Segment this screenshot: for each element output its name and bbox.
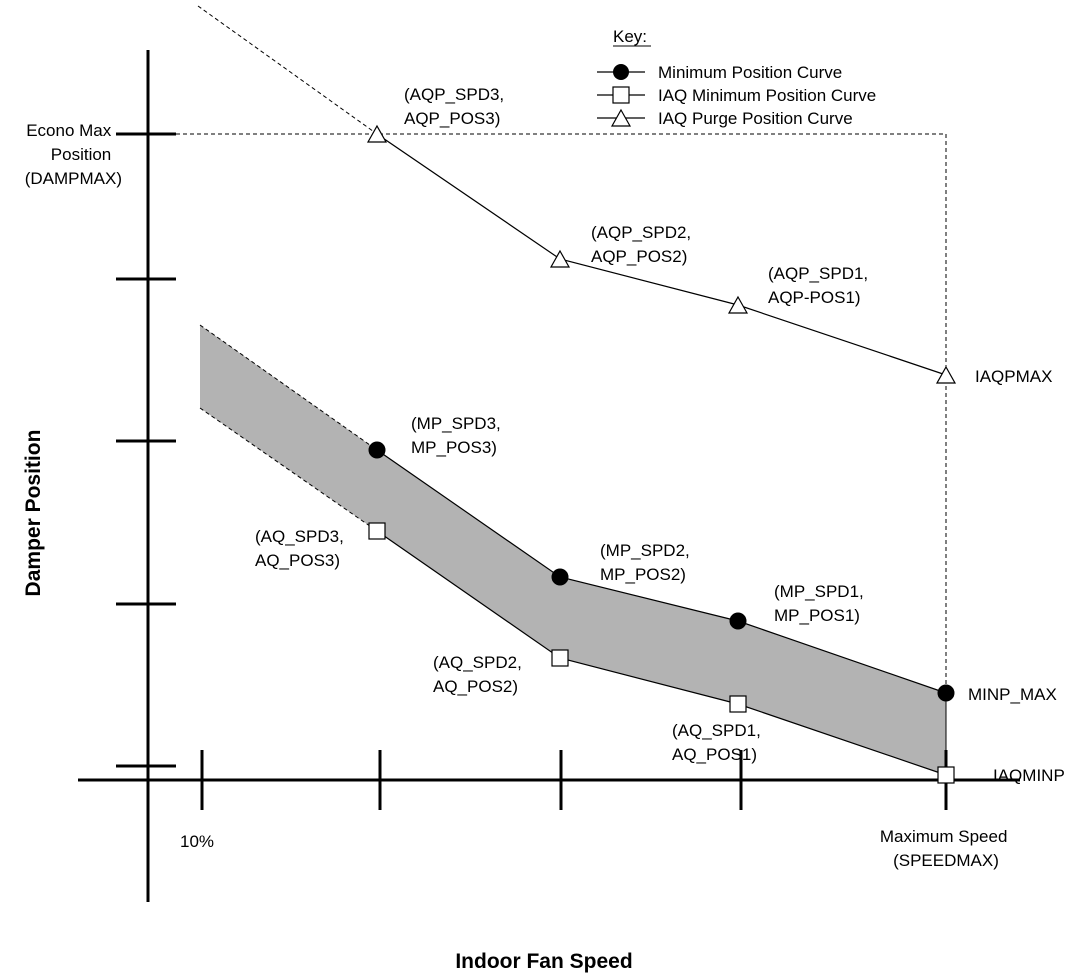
key-title: Key: bbox=[613, 27, 647, 46]
circle-marker-mp2 bbox=[551, 568, 569, 586]
label-iaqminp: IAQMINP bbox=[993, 766, 1065, 785]
square-marker-aq2 bbox=[551, 649, 569, 667]
y-axis-title: Damper Position bbox=[22, 430, 45, 597]
triangle-marker-iaqpmax bbox=[935, 365, 957, 384]
x-label-max-speed: Maximum Speed (SPEEDMAX) bbox=[880, 827, 1012, 870]
x-label-10pct: 10% bbox=[180, 832, 214, 851]
purge-markers bbox=[366, 124, 957, 384]
square-marker-iaqminp bbox=[937, 766, 955, 784]
purge-curve-extension bbox=[197, 5, 378, 135]
label-mp2: (MP_SPD2, MP_POS2) bbox=[600, 541, 694, 584]
curves bbox=[376, 133, 947, 776]
triangle-marker-aqp3 bbox=[366, 124, 388, 143]
key-square-marker bbox=[612, 86, 630, 104]
square-marker-aq1 bbox=[729, 695, 747, 713]
label-iaqpmax: IAQPMAX bbox=[975, 367, 1052, 386]
key-legend: Key: Minimum Position Curve IAQ Minimum … bbox=[597, 27, 876, 128]
triangle-marker-aqp1 bbox=[727, 295, 749, 314]
axes bbox=[78, 50, 1020, 902]
circle-marker-minp-max bbox=[937, 684, 955, 702]
label-aq2: (AQ_SPD2, AQ_POS2) bbox=[433, 653, 527, 696]
label-aqp2: (AQP_SPD2, AQP_POS2) bbox=[591, 223, 696, 266]
minimum-position-curve bbox=[376, 449, 947, 694]
triangle-marker-aqp2 bbox=[549, 249, 571, 268]
label-mp1: (MP_SPD1, MP_POS1) bbox=[774, 582, 868, 625]
square-marker-aq3 bbox=[368, 522, 386, 540]
key-label-iaq-min: IAQ Minimum Position Curve bbox=[658, 86, 876, 105]
key-triangle-marker bbox=[610, 108, 632, 127]
iaq-minimum-markers bbox=[368, 522, 955, 784]
x-axis-title: Indoor Fan Speed bbox=[455, 950, 632, 973]
label-aq3: (AQ_SPD3, AQ_POS3) bbox=[255, 527, 349, 570]
circle-marker-mp1 bbox=[729, 612, 747, 630]
y-label-econo-max: Econo Max Position (DAMPMAX) bbox=[25, 121, 122, 188]
label-minp-max: MINP_MAX bbox=[968, 685, 1057, 704]
point-labels: (AQP_SPD3, AQP_POS3) (AQP_SPD2, AQP_POS2… bbox=[255, 85, 1065, 785]
dashed-guides bbox=[148, 5, 947, 780]
key-label-min: Minimum Position Curve bbox=[658, 63, 842, 82]
key-label-purge: IAQ Purge Position Curve bbox=[658, 109, 853, 128]
iaq-min-curve-extension bbox=[199, 407, 378, 532]
minimum-position-band bbox=[200, 325, 946, 775]
iaq-minimum-position-curve bbox=[376, 530, 947, 776]
circle-marker-mp3 bbox=[368, 441, 386, 459]
label-aq1: (AQ_SPD1, AQ_POS1) bbox=[672, 721, 766, 764]
minimum-position-markers bbox=[368, 441, 955, 702]
iaq-purge-position-curve bbox=[376, 133, 947, 376]
min-curve-extension bbox=[199, 324, 378, 451]
key-circle-marker bbox=[613, 64, 629, 80]
label-mp3: (MP_SPD3, MP_POS3) bbox=[411, 414, 505, 457]
label-aqp3: (AQP_SPD3, AQP_POS3) bbox=[404, 85, 509, 128]
label-aqp1: (AQP_SPD1, AQP-POS1) bbox=[768, 264, 873, 307]
